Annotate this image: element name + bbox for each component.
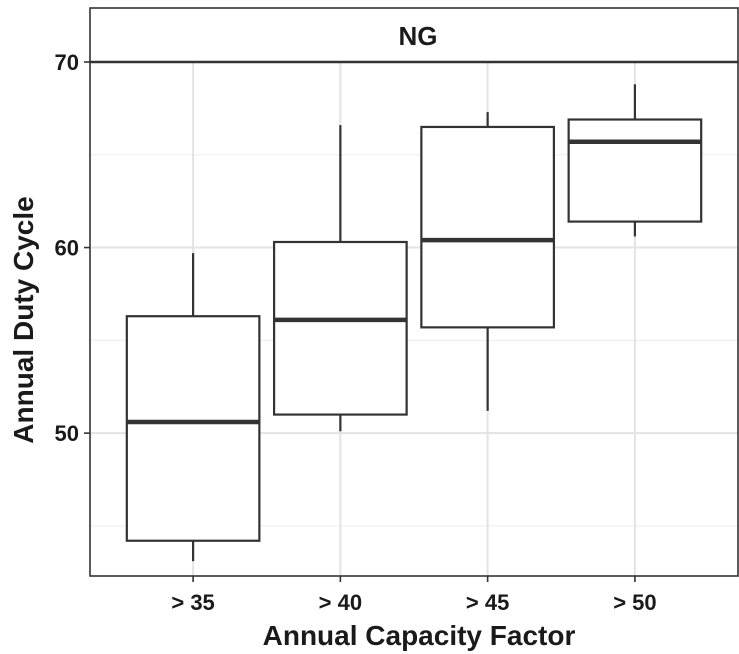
box-group [567,84,703,237]
box-layer [125,84,703,562]
y-tick-label: 60 [55,236,79,261]
box-iqr [420,125,556,329]
facet-strip: NG [89,7,739,64]
box-iqr [567,118,703,223]
x-tick-label: > 50 [613,590,656,615]
facet-strip-label: NG [399,21,438,51]
y-tick-label: 70 [55,50,79,75]
box-group [272,125,408,432]
box-iqr [125,315,261,542]
facet-strip-background [89,7,739,63]
y-axis: 50 60 70 [55,50,90,446]
box-iqr [272,240,408,416]
x-tick-label: > 40 [319,590,362,615]
x-axis-title: Annual Capacity Factor [263,620,576,651]
x-axis: > 35 > 40 > 45 > 50 [171,576,657,615]
x-tick-label: > 45 [466,590,509,615]
box-group [125,253,261,562]
x-tick-label: > 35 [171,590,214,615]
box-group [420,112,556,411]
y-axis-title: Annual Duty Cycle [8,196,39,443]
y-tick-label: 50 [55,421,79,446]
